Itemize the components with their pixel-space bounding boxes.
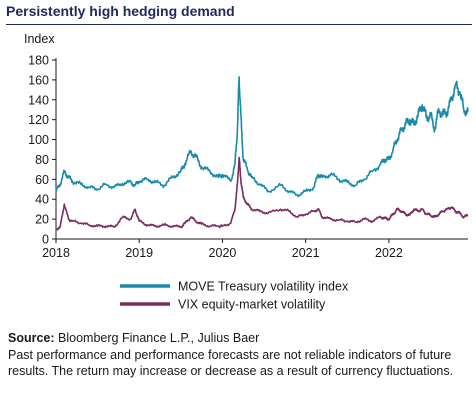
line-chart: Index 0 20 40 60 80 100 120 140 160 180 2018 2019 20… xyxy=(24,32,469,312)
y-tick-label: 60 xyxy=(35,173,49,187)
source-label: Source: xyxy=(8,331,55,345)
y-axis-label: Index xyxy=(24,32,55,46)
y-tick-label: 80 xyxy=(35,153,49,167)
chart-footer: Source: Bloomberg Finance L.P., Julius B… xyxy=(8,330,470,380)
series-line-move xyxy=(55,76,469,198)
title-divider xyxy=(6,24,472,25)
x-tick-label: 2020 xyxy=(209,246,237,260)
y-tick-label: 120 xyxy=(28,113,49,127)
disclaimer-text: Past performance and performance forecas… xyxy=(8,347,454,379)
y-tick-label: 0 xyxy=(42,233,49,247)
y-tick-label: 20 xyxy=(35,213,49,227)
chart-legend: MOVE Treasury volatility index VIX equity… xyxy=(120,280,349,312)
chart-series xyxy=(55,76,469,231)
y-tick-label: 160 xyxy=(28,73,49,87)
chart-title: Persistently high hedging demand xyxy=(6,3,235,19)
chart-axes: 0 20 40 60 80 100 120 140 160 180 2018 2019 2020 2021… xyxy=(28,54,468,260)
y-tick-label: 140 xyxy=(28,93,49,107)
legend-label-vix: VIX equity-market volatility xyxy=(178,298,326,312)
series-line-vix xyxy=(55,156,469,231)
source-text: Bloomberg Finance L.P., Julius Baer xyxy=(58,331,260,345)
y-tick-label: 100 xyxy=(28,133,49,147)
legend-label-move: MOVE Treasury volatility index xyxy=(178,280,349,294)
x-tick-label: 2022 xyxy=(375,246,403,260)
x-tick-label: 2021 xyxy=(292,246,320,260)
x-tick-label: 2018 xyxy=(42,246,70,260)
y-tick-label: 40 xyxy=(35,193,49,207)
x-tick-label: 2019 xyxy=(125,246,153,260)
y-tick-label: 180 xyxy=(28,54,49,68)
source-line: Source: Bloomberg Finance L.P., Julius B… xyxy=(8,330,470,347)
